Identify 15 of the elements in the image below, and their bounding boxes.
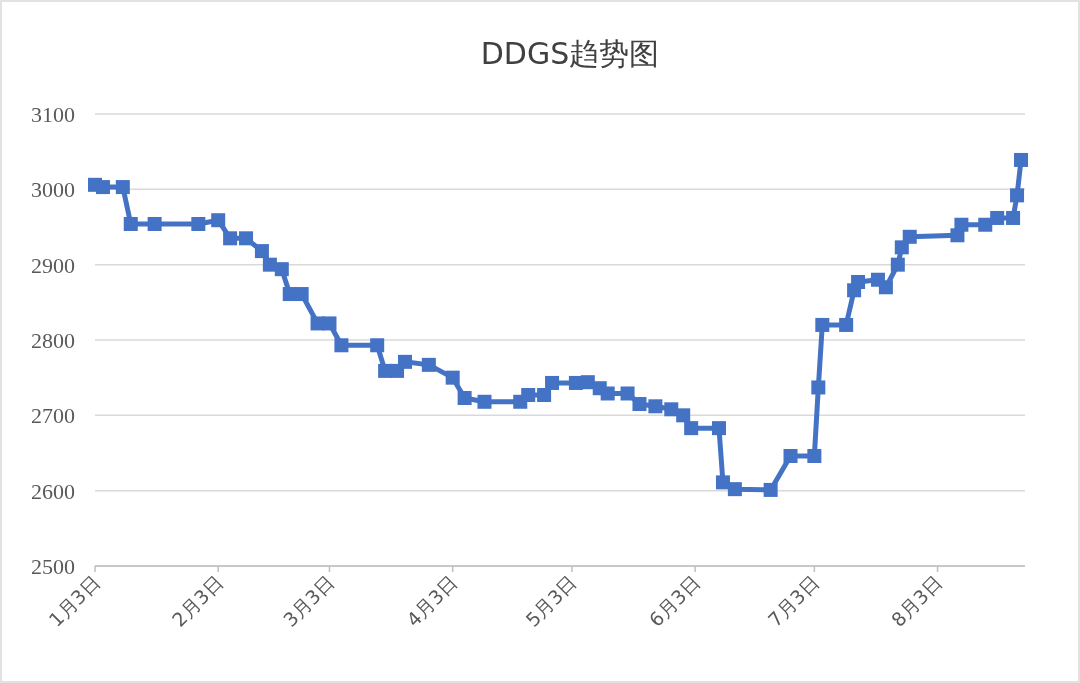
y-tick-label: 2800: [31, 328, 75, 353]
chart-title: DDGS趋势图: [480, 36, 660, 71]
x-tick-label: 7月3日: [763, 571, 824, 631]
x-tick-label: 8月3日: [886, 571, 947, 631]
y-tick-label: 2600: [31, 478, 75, 504]
x-tick-label: 3月3日: [278, 571, 339, 631]
y-tick-label: 3100: [31, 102, 75, 127]
x-tick-label: 2月3日: [167, 571, 228, 631]
y-tick-label: 2900: [31, 252, 75, 278]
y-tick-label: 2700: [31, 403, 75, 429]
x-tick-label: 6月3日: [644, 571, 704, 631]
y-tick-label: 3000: [31, 177, 75, 203]
x-tick-label: 4月3日: [401, 571, 462, 631]
x-tick-label: 5月3日: [521, 571, 581, 631]
y-tick-label: 2500: [31, 554, 75, 579]
